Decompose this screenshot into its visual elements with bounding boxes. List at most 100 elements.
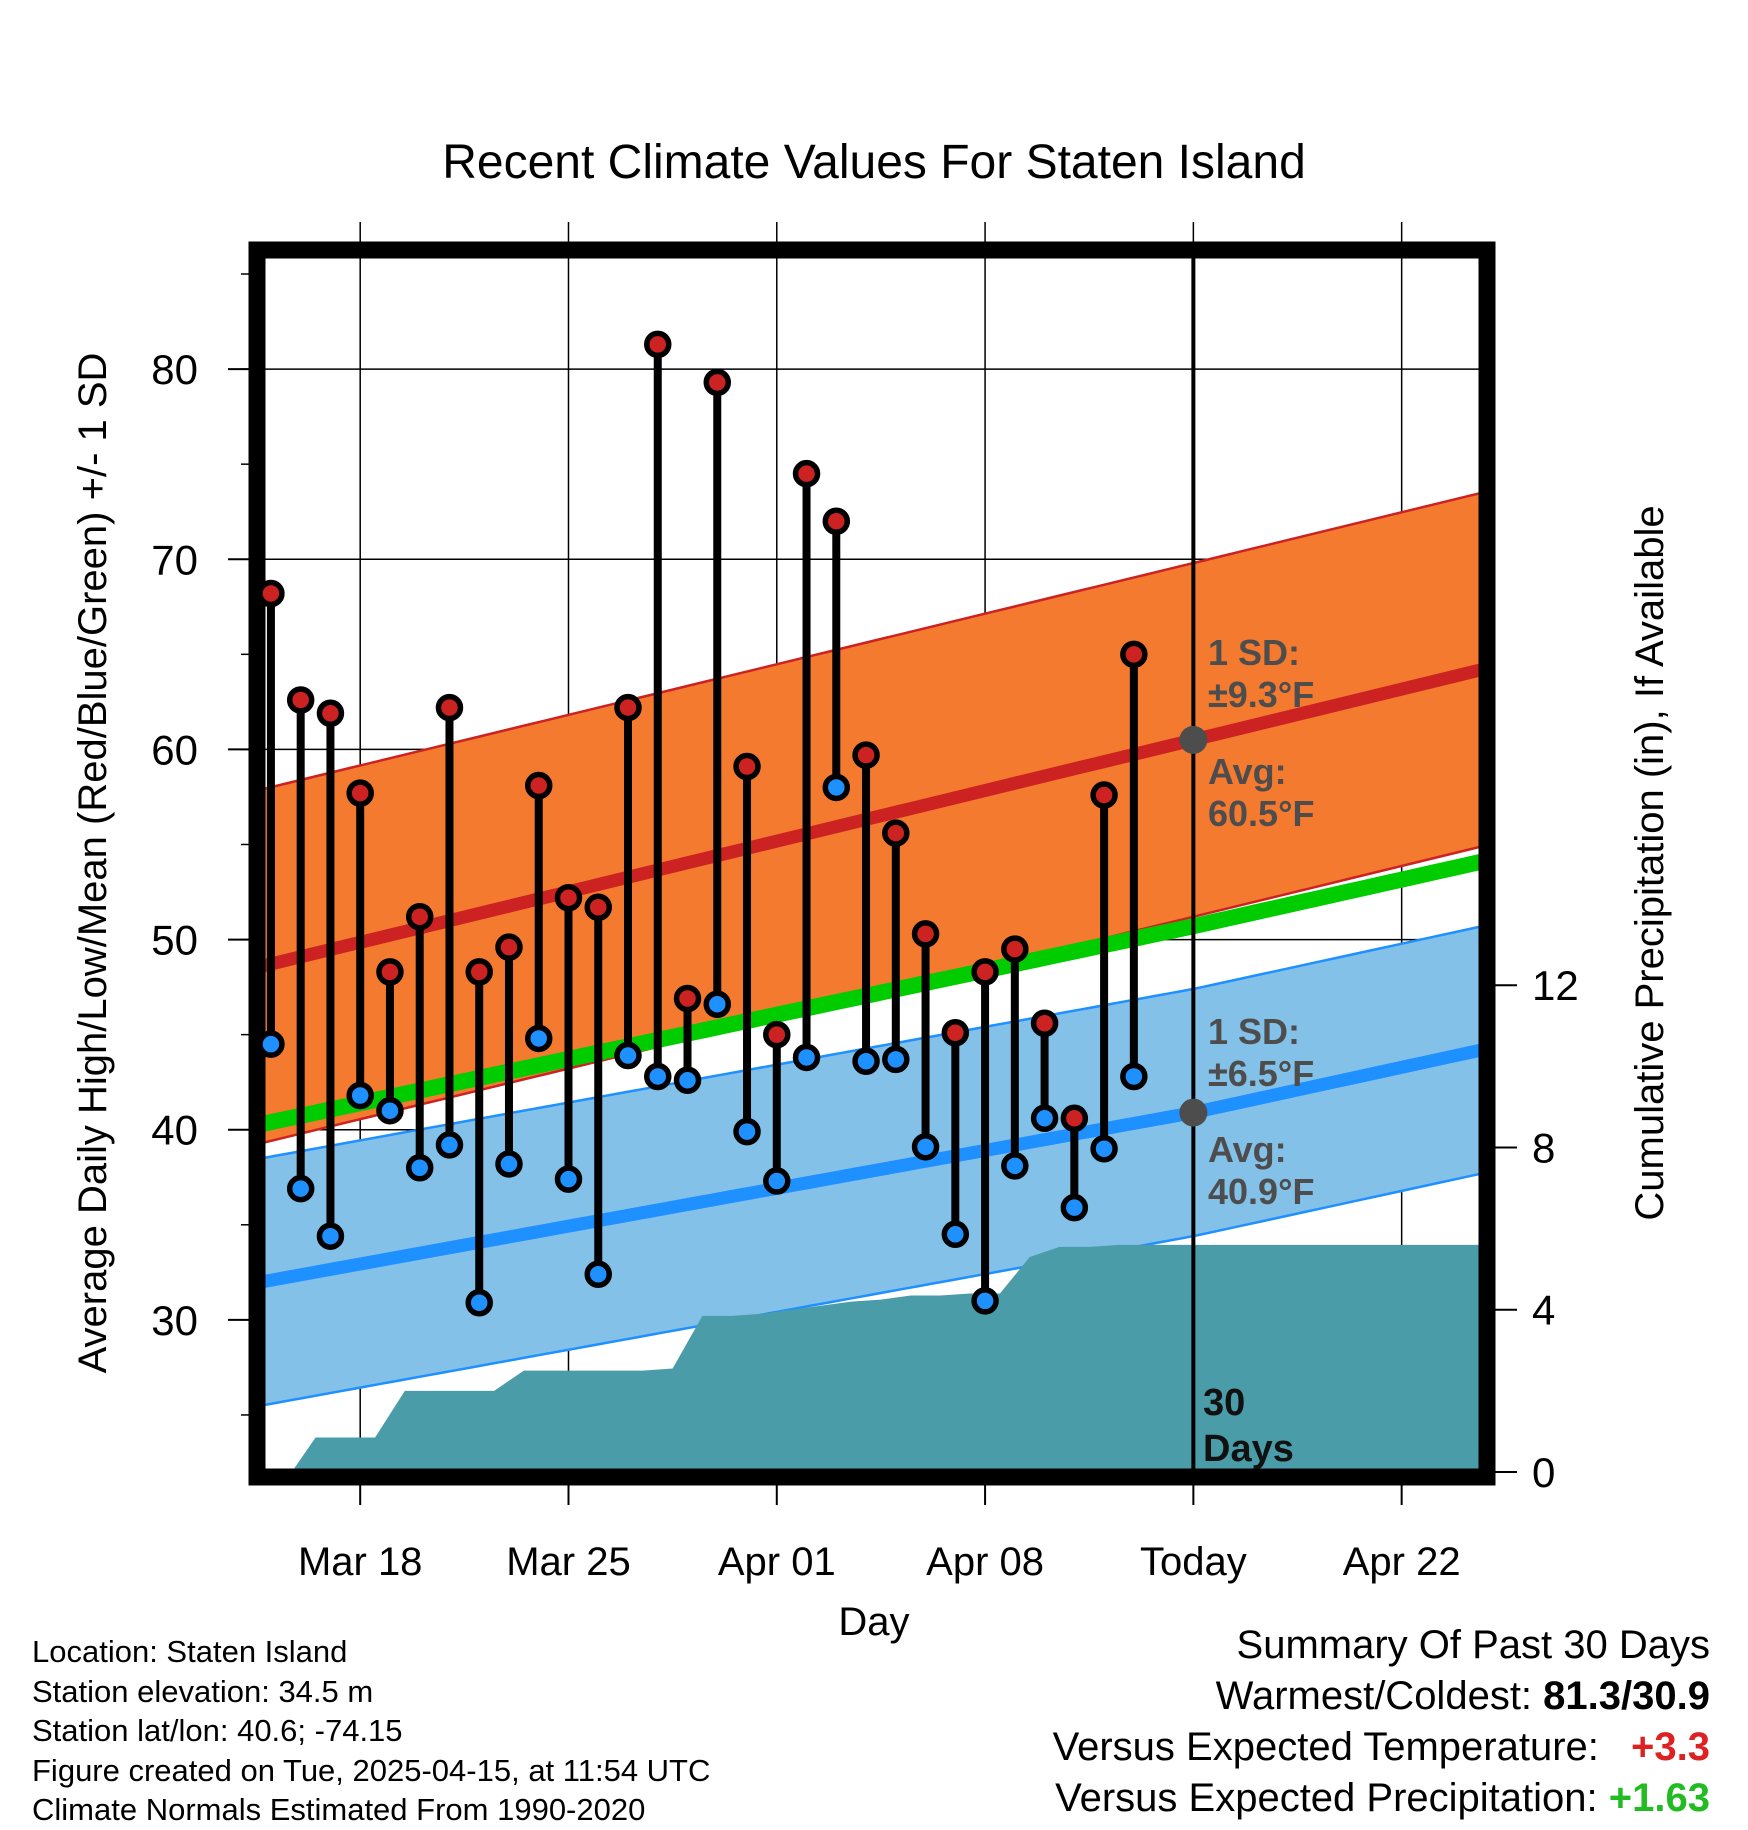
info-latlon: Station lat/lon: 40.6; -74.15 <box>32 1713 403 1748</box>
high-temp-point <box>1120 640 1148 669</box>
today-high-avg-marker <box>1179 725 1208 754</box>
high-temp-point <box>584 893 612 921</box>
low-temp-point <box>673 1066 702 1095</box>
info-location: Location: Staten Island <box>32 1634 348 1669</box>
low-temp-point <box>376 1096 404 1125</box>
low-avg-label: Avg: <box>1208 1129 1287 1170</box>
info-elevation: Station elevation: 34.5 m <box>32 1673 374 1709</box>
high-temp-point <box>1030 1009 1059 1037</box>
low-temp-point <box>941 1220 970 1249</box>
mean-normal-line <box>262 853 1482 1132</box>
x-tick-label: Apr 01 <box>718 1540 836 1584</box>
x-tick-label: Today <box>1140 1540 1247 1584</box>
y-tick-label: 40 <box>151 1107 198 1154</box>
low-temp-point <box>882 1045 910 1074</box>
high-temp-point <box>882 819 910 847</box>
summary-precip-label: Versus Expected Precipitation: <box>1055 1776 1598 1820</box>
chart-title: Recent Climate Values For Staten Island <box>442 136 1306 189</box>
summary-temp-label: Versus Expected Temperature: <box>1052 1725 1599 1769</box>
x-tick-label: Mar 25 <box>506 1540 631 1584</box>
summary-warmest-row: Warmest/Coldest: 81.3/30.9 <box>1053 1671 1710 1722</box>
low-temp-point <box>286 1174 315 1203</box>
high-avg-label: Avg: <box>1208 751 1287 792</box>
x-axis-label: Day <box>838 1600 909 1644</box>
high-temp-point <box>852 741 880 769</box>
high-temp-point <box>405 902 434 931</box>
y2-tick-label: 0 <box>1532 1449 1555 1496</box>
low-temp-point <box>792 1043 821 1072</box>
high-temp-point <box>346 779 374 807</box>
low-temp-point <box>257 1030 285 1058</box>
high-temp-point <box>703 368 732 397</box>
high-temp-point <box>524 771 553 800</box>
high-temp-point <box>941 1018 970 1047</box>
high-temp-point <box>316 699 345 728</box>
high-temp-point <box>792 459 821 488</box>
cumulative-precip-area <box>291 1244 1482 1472</box>
low-temp-point <box>346 1081 374 1110</box>
low-temp-point <box>1001 1152 1029 1180</box>
high-temp-point <box>614 693 642 722</box>
low-temp-point <box>1090 1134 1118 1163</box>
low-temp-point <box>316 1222 345 1250</box>
low-temp-point <box>644 1062 672 1091</box>
plot-frame <box>248 241 1496 1486</box>
high-temp-point <box>1090 781 1118 809</box>
summary-temp-row: Versus Expected Temperature: +3.3 <box>1053 1722 1710 1773</box>
high-temp-point <box>673 984 702 1013</box>
low-sd-label: 1 SD: <box>1208 1011 1300 1052</box>
y-tick-label: 70 <box>151 536 198 583</box>
high-sd-label: 1 SD: <box>1208 632 1300 673</box>
y2-axis-label: Cumulative Precipitation (in), If Availa… <box>1628 505 1672 1220</box>
y-tick-label: 60 <box>151 726 198 773</box>
low-temp-point <box>405 1154 434 1182</box>
plot-area <box>262 255 1482 1472</box>
y2-tick-label: 8 <box>1532 1124 1555 1171</box>
low-temp-point <box>465 1289 493 1317</box>
y2-tick-label: 4 <box>1532 1287 1555 1334</box>
high-temp-point <box>435 693 464 722</box>
y-tick-label: 50 <box>151 917 198 964</box>
x-tick-label: Mar 18 <box>298 1540 423 1584</box>
high-temp-point <box>763 1020 791 1049</box>
low-temp-point <box>1030 1104 1059 1133</box>
low-temp-point <box>971 1287 999 1315</box>
high-temp-point <box>257 579 285 608</box>
low-temp-point <box>584 1260 612 1288</box>
y-axis-label: Average Daily High/Low/Mean (Red/Blue/Gr… <box>71 353 115 1374</box>
info-created: Figure created on Tue, 2025-04-15, at 11… <box>32 1752 711 1788</box>
x-tick-label: Apr 22 <box>1343 1540 1461 1584</box>
days-unit-label: Days <box>1203 1428 1294 1470</box>
low-sd-value: ±6.5°F <box>1208 1053 1314 1094</box>
low-temp-point <box>703 990 732 1018</box>
summary-warmest-value: 81.3/30.9 <box>1543 1674 1710 1718</box>
summary-temp-value: +3.3 <box>1631 1725 1710 1769</box>
high-temp-point <box>971 958 999 986</box>
low-temp-point <box>852 1047 880 1076</box>
low-temp-point <box>524 1024 553 1053</box>
summary-precip-value: +1.63 <box>1608 1776 1710 1820</box>
low-temp-point <box>614 1041 642 1070</box>
summary-title: Summary Of Past 30 Days <box>1236 1623 1710 1667</box>
high-temp-point <box>1001 935 1029 963</box>
low-band-lower-edge <box>262 1172 1482 1407</box>
low-temp-point <box>1120 1062 1148 1091</box>
info-normals: Climate Normals Estimated From 1990-2020 <box>32 1792 646 1827</box>
low-temp-point <box>911 1133 940 1161</box>
y-tick-label: 80 <box>151 346 198 393</box>
high-temp-point <box>286 686 315 714</box>
high-normal-line <box>262 663 1482 973</box>
high-temp-point <box>465 958 493 986</box>
high-temp-point <box>554 883 583 912</box>
low-avg-value: 40.9°F <box>1208 1171 1314 1212</box>
low-temp-point <box>763 1167 791 1195</box>
y-tick-label: 30 <box>151 1297 198 1344</box>
low-band-upper-edge <box>262 925 1482 1160</box>
low-temp-point <box>435 1131 464 1159</box>
summary-precip-row: Versus Expected Precipitation: +1.63 <box>1053 1773 1710 1824</box>
low-temp-point <box>554 1165 583 1193</box>
high-temp-point <box>822 507 851 535</box>
y2-tick-label: 12 <box>1532 962 1579 1009</box>
